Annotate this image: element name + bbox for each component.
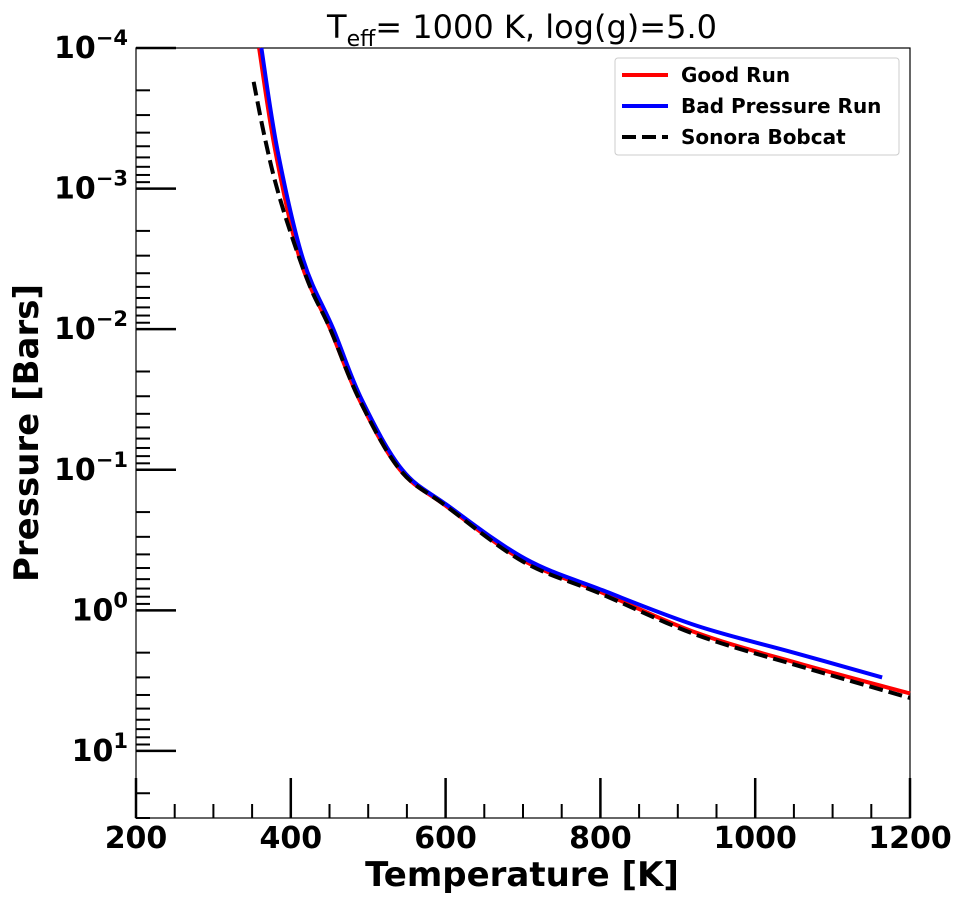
series-lines — [251, 47, 911, 700]
y-tick-label: 101 — [72, 729, 128, 769]
axis-ticks — [134, 46, 912, 819]
legend-box — [614, 57, 900, 156]
y-tick-label: 100 — [72, 588, 128, 628]
y-axis-label: Pressure [Bars] — [7, 284, 47, 582]
y-tick-labels: 10−4 10−3 10−2 10−1 100 101 — [54, 26, 128, 769]
x-tick-label: 200 — [105, 821, 168, 856]
legend-label: Good Run — [681, 63, 790, 87]
plot-area-frame — [135, 47, 911, 819]
series-line-sonora-bobcat — [251, 81, 911, 700]
x-axis-label: Temperature [K] — [365, 855, 679, 895]
legend-label: Bad Pressure Run — [681, 94, 881, 118]
chart-title: Teff= 1000 K, log(g)=5.0 — [326, 8, 717, 52]
y-tick-label: 10−3 — [54, 167, 128, 207]
x-tick-label: 600 — [414, 821, 477, 856]
legend: Good Run Bad Pressure Run Sonora Bobcat — [614, 57, 900, 156]
series-line-bad-pressure-run — [259, 47, 883, 680]
y-tick-label: 10−2 — [54, 307, 128, 347]
x-tick-label: 400 — [259, 821, 322, 856]
x-tick-label: 800 — [569, 821, 632, 856]
legend-label: Sonora Bobcat — [681, 125, 846, 149]
y-tick-label: 10−1 — [54, 448, 128, 488]
x-tick-label: 1000 — [713, 821, 797, 856]
y-tick-label: 10−4 — [54, 26, 128, 66]
x-tick-labels: 200 400 600 800 1000 1200 — [105, 821, 952, 856]
x-tick-label: 1200 — [868, 821, 952, 856]
